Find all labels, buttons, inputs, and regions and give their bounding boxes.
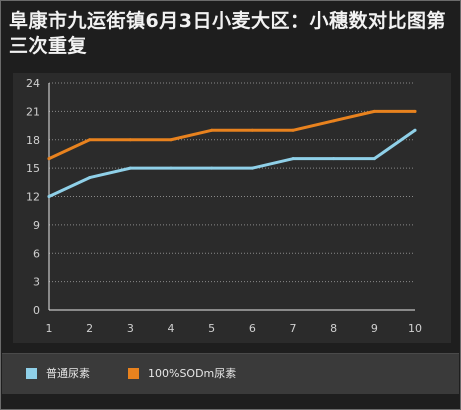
legend-swatch-series-2 [128, 367, 139, 379]
legend-item-series-2: 100%SODm尿素 [128, 365, 236, 381]
x-tick-label-1: 1 [46, 322, 53, 335]
y-tick-label-18: 18 [26, 134, 40, 147]
series-2-point-9 [372, 109, 376, 113]
series-1-point-3 [128, 166, 132, 170]
y-tick-label-9: 9 [33, 219, 40, 232]
y-tick-label-15: 15 [26, 162, 40, 175]
x-tick-label-6: 6 [249, 322, 256, 335]
x-tick-label-4: 4 [168, 322, 175, 335]
legend-label-series-1: 普通尿素 [46, 367, 90, 380]
series-line-1 [47, 128, 417, 198]
series-2-point-6 [250, 128, 254, 132]
legend: 普通尿素 100%SODm尿素 [2, 353, 459, 394]
x-tick-label-8: 8 [330, 322, 337, 335]
series-1-point-6 [250, 166, 254, 170]
series-2-point-1 [47, 157, 51, 161]
series-2-point-7 [291, 128, 295, 132]
series-1-point-5 [210, 166, 214, 170]
series-2-point-10 [413, 109, 417, 113]
series-2-point-4 [169, 138, 173, 142]
plot-panel: 0 3 6 9 12 15 18 21 24 1 2 3 4 5 6 7 8 9 10 [13, 73, 451, 343]
series-1-point-7 [291, 157, 295, 161]
y-tick-label-3: 3 [33, 276, 40, 289]
x-tick-label-5: 5 [208, 322, 215, 335]
series-2-point-8 [332, 119, 336, 123]
series-1-point-9 [372, 157, 376, 161]
x-tick-label-9: 9 [371, 322, 378, 335]
y-tick-label-0: 0 [33, 304, 40, 317]
chart-title: 阜康市九运街镇6月3日小麦大区：小穗数对比图第三次重复 [9, 10, 446, 57]
y-tick-label-12: 12 [26, 191, 40, 204]
legend-label-series-2: 100%SODm尿素 [148, 367, 237, 380]
series-1-point-8 [332, 157, 336, 161]
legend-swatch-series-1 [26, 367, 37, 379]
series-1-point-10 [413, 128, 417, 132]
x-tick-label-10: 10 [408, 322, 422, 335]
y-tick-label-6: 6 [33, 247, 40, 260]
y-tick-label-21: 21 [26, 105, 40, 118]
x-tick-label-3: 3 [127, 322, 134, 335]
x-tick-label-2: 2 [86, 322, 93, 335]
series-1-point-1 [47, 195, 51, 198]
series-2-point-2 [88, 138, 92, 142]
series-line-2 [47, 109, 417, 161]
series-2-point-5 [210, 128, 214, 132]
series-2-point-3 [128, 138, 132, 142]
series-1-point-4 [169, 166, 173, 170]
y-tick-label-24: 24 [26, 77, 40, 90]
x-tick-label-7: 7 [290, 322, 297, 335]
series-1-point-2 [88, 176, 92, 180]
legend-item-series-1: 普通尿素 [26, 365, 90, 381]
